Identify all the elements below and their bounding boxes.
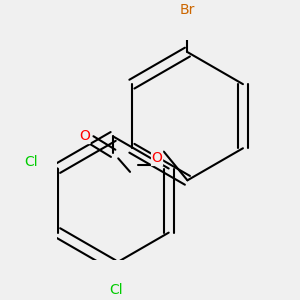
Text: O: O — [79, 129, 90, 143]
Text: Cl: Cl — [110, 283, 123, 297]
Text: O: O — [152, 152, 163, 165]
Text: Cl: Cl — [24, 155, 38, 169]
Text: Br: Br — [180, 3, 195, 16]
